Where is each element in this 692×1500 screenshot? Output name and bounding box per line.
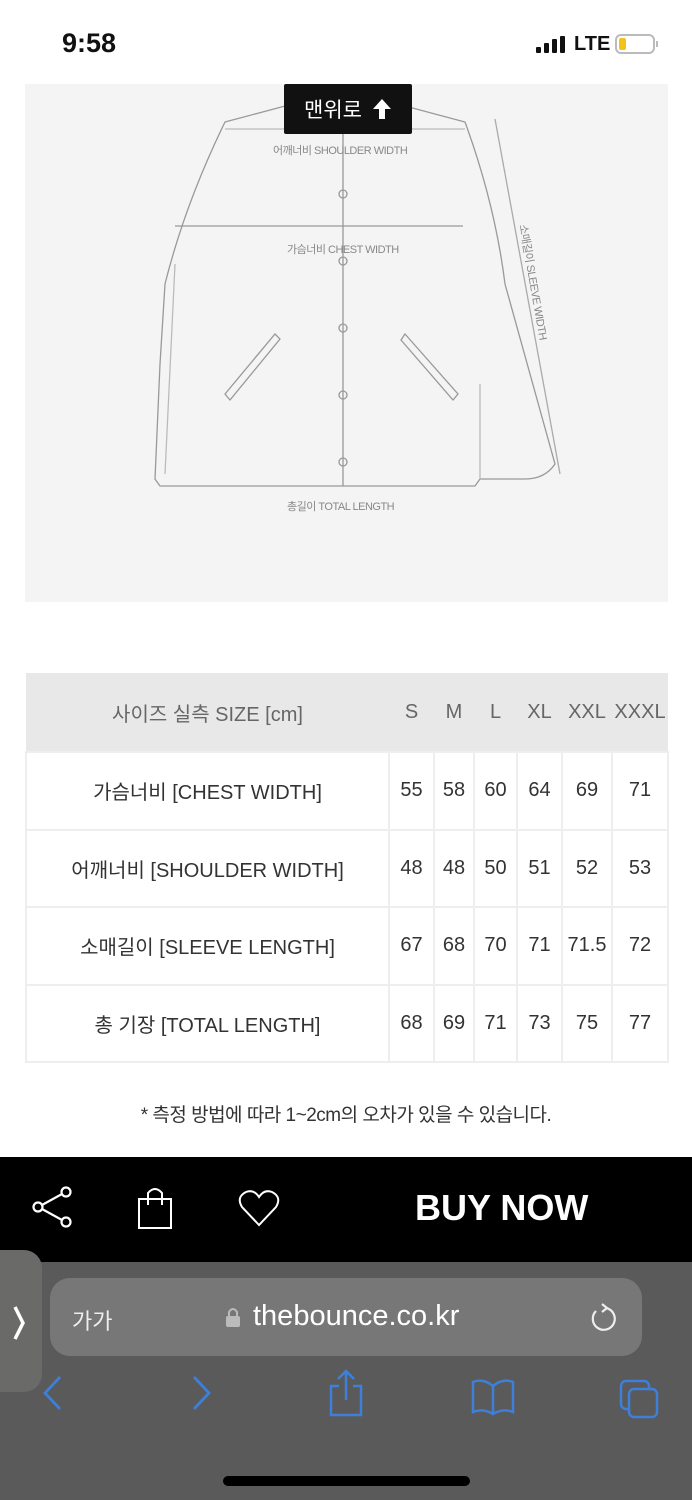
row-value: 51	[516, 828, 563, 908]
row-label: 어깨너비 [SHOULDER WIDTH]	[25, 828, 390, 908]
battery-icon	[615, 34, 658, 54]
total-length-label: 총길이 TOTAL LENGTH	[287, 501, 395, 513]
lock-icon	[226, 1308, 240, 1327]
buy-now-button[interactable]: BUY NOW	[415, 1187, 589, 1228]
row-value: 52	[561, 828, 613, 908]
address-bar[interactable]: 가가 thebounce.co.kr	[50, 1278, 642, 1356]
shopping-bag-icon[interactable]	[136, 1185, 174, 1231]
row-value: 77	[611, 983, 669, 1063]
row-value: 58	[433, 751, 475, 831]
row-value: 67	[388, 906, 435, 986]
row-label: 가슴너비 [CHEST WIDTH]	[25, 751, 390, 831]
row-value: 71.5	[561, 906, 613, 986]
row-value: 68	[388, 983, 435, 1063]
table-row: 총 기장 [TOTAL LENGTH] 68 69 71 73 75 77	[25, 983, 669, 1063]
back-icon[interactable]	[40, 1374, 64, 1412]
heart-icon[interactable]	[238, 1189, 280, 1227]
row-label: 총 기장 [TOTAL LENGTH]	[25, 983, 390, 1063]
row-label: 소매길이 [SLEEVE LENGTH]	[25, 906, 390, 986]
home-indicator	[223, 1476, 470, 1486]
arrow-up-icon	[372, 99, 391, 119]
status-bar: 9:58 LTE	[0, 0, 692, 80]
shoulder-label: 어깨너비 SHOULDER WIDTH	[273, 145, 408, 157]
size-diagram: 어깨너비 SHOULDER WIDTH 가슴너비 CHEST WIDTH 소매길…	[25, 84, 668, 602]
header-label: 사이즈 실측 SIZE [cm]	[26, 673, 389, 752]
size-l: L	[474, 673, 517, 752]
table-header-row: 사이즈 실측 SIZE [cm] S M L XL XXL XXXL	[26, 673, 668, 752]
signal-icon	[536, 36, 565, 53]
row-value: 48	[433, 828, 475, 908]
row-value: 69	[433, 983, 475, 1063]
bookmarks-icon[interactable]	[470, 1378, 516, 1416]
reload-icon[interactable]	[588, 1302, 618, 1334]
size-m: M	[434, 673, 474, 752]
row-value: 72	[611, 906, 669, 986]
size-xxl: XXL	[562, 673, 612, 752]
size-xl: XL	[517, 673, 562, 752]
row-value: 71	[611, 751, 669, 831]
scroll-to-top-label: 맨위로	[304, 99, 362, 122]
size-table: 사이즈 실측 SIZE [cm] S M L XL XXL XXXL 가슴너비 …	[25, 673, 669, 1063]
tabs-icon[interactable]	[618, 1378, 660, 1420]
row-value: 71	[473, 983, 518, 1063]
clock: 9:58	[62, 28, 117, 58]
share-sheet-icon[interactable]	[328, 1368, 364, 1418]
jacket-outline-icon	[154, 105, 561, 487]
network-type: LTE	[574, 33, 611, 55]
measurement-note: * 측정 방법에 따라 1~2cm의 오차가 있을 수 있습니다.	[140, 1105, 552, 1126]
table-row: 가슴너비 [CHEST WIDTH] 55 58 60 64 69 71	[25, 751, 669, 831]
row-value: 60	[473, 751, 518, 831]
row-value: 53	[611, 828, 669, 908]
row-value: 69	[561, 751, 613, 831]
chevron-right-icon	[13, 1306, 25, 1340]
purchase-bar: BUY NOW	[0, 1157, 692, 1262]
table-row: 소매길이 [SLEEVE LENGTH] 67 68 70 71 71.5 72	[25, 906, 669, 986]
row-value: 68	[433, 906, 475, 986]
row-value: 50	[473, 828, 518, 908]
row-value: 48	[388, 828, 435, 908]
browser-toolbar: 가가 thebounce.co.kr	[0, 1250, 692, 1500]
url-text[interactable]: thebounce.co.kr	[253, 1300, 460, 1332]
text-size-button[interactable]: 가가	[72, 1309, 113, 1334]
share-icon[interactable]	[30, 1185, 74, 1229]
row-value: 64	[516, 751, 563, 831]
row-value: 71	[516, 906, 563, 986]
scroll-to-top-button[interactable]: 맨위로	[284, 84, 412, 134]
row-value: 73	[516, 983, 563, 1063]
tab-side-handle[interactable]	[0, 1250, 42, 1392]
row-value: 75	[561, 983, 613, 1063]
row-value: 55	[388, 751, 435, 831]
size-xxxl: XXXL	[612, 673, 668, 752]
forward-icon[interactable]	[190, 1374, 214, 1412]
chest-label: 가슴너비 CHEST WIDTH	[287, 244, 399, 256]
row-value: 70	[473, 906, 518, 986]
size-s: S	[389, 673, 434, 752]
table-row: 어깨너비 [SHOULDER WIDTH] 48 48 50 51 52 53	[25, 828, 669, 908]
